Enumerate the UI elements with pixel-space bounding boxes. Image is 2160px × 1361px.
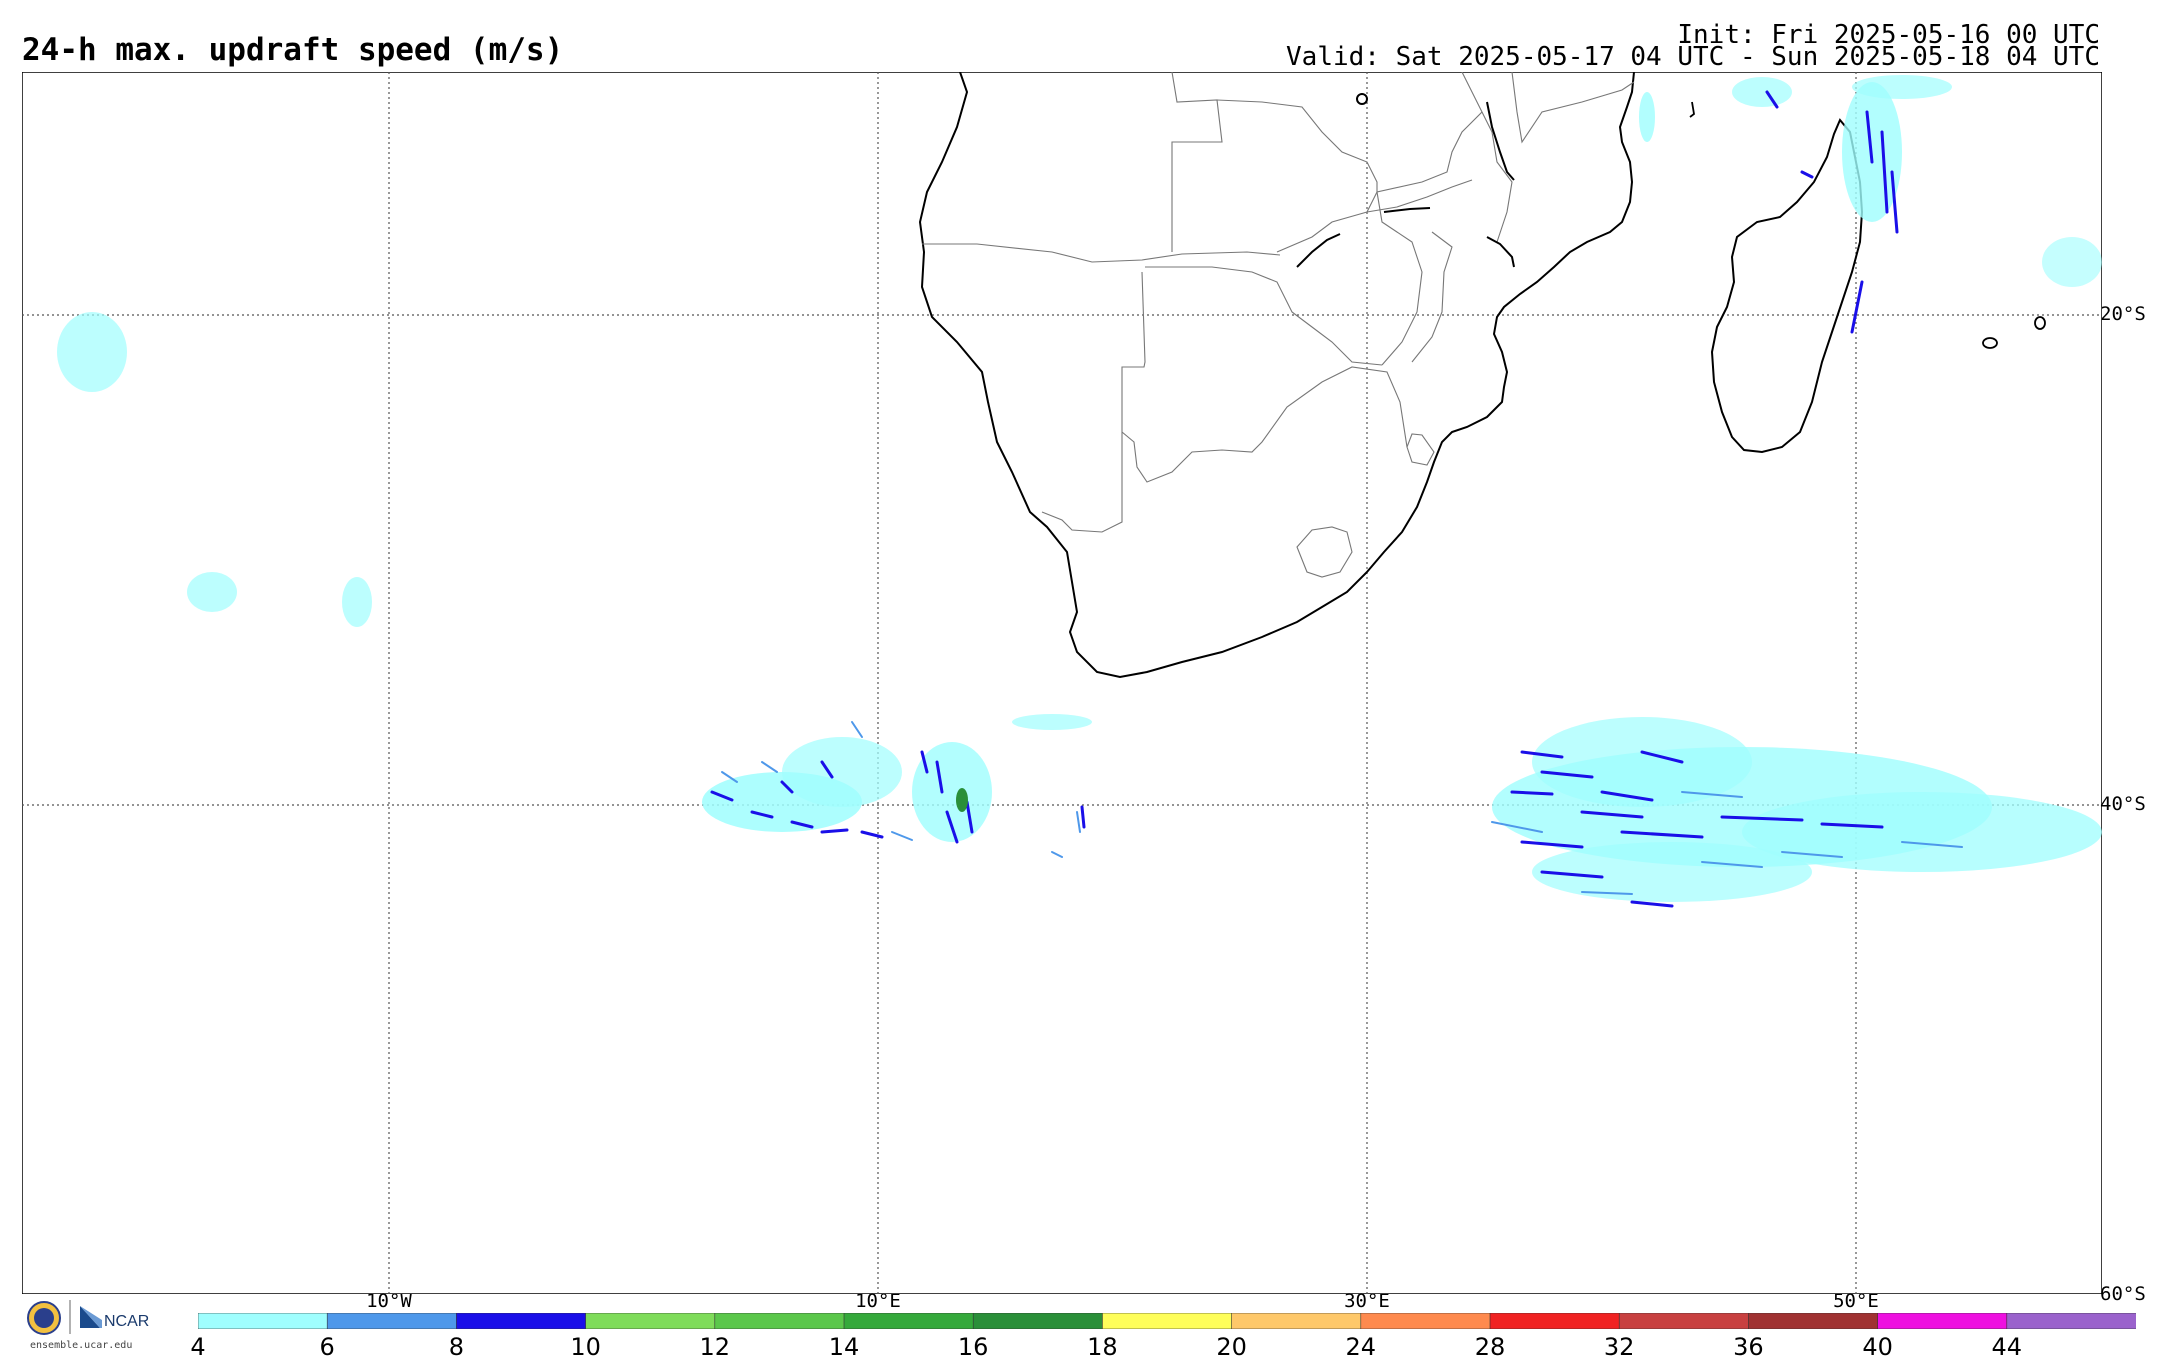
colorbar-tick-label: 10 xyxy=(570,1333,601,1361)
madagascar-coastline xyxy=(1710,118,1864,454)
colorbar xyxy=(198,1313,2136,1329)
lat-label-60s: 60°S xyxy=(2100,1283,2146,1305)
colorbar-swatch xyxy=(1102,1313,1233,1329)
colorbar-tick-label: 20 xyxy=(1216,1333,1247,1361)
colorbar-swatch xyxy=(1877,1313,2008,1329)
ncar-logo-text: NCAR xyxy=(104,1313,149,1330)
colorbar-tick-label: 6 xyxy=(319,1333,335,1361)
colorbar-swatch xyxy=(326,1313,458,1329)
colorbar-swatch xyxy=(2006,1313,2136,1329)
ensemble-url: ensemble.ucar.edu xyxy=(30,1340,133,1351)
colorbar-tick-label: 12 xyxy=(699,1333,731,1361)
colorbar-tick-label: 32 xyxy=(1603,1333,1635,1361)
colorbar-tick-label: 16 xyxy=(957,1333,989,1361)
colorbar-swatch xyxy=(1618,1313,1750,1329)
colorbar-swatch xyxy=(714,1313,845,1329)
colorbar-swatch xyxy=(843,1313,974,1329)
colorbar-tick-label: 24 xyxy=(1345,1333,1377,1361)
graticule xyxy=(22,72,2102,1294)
colorbar-tick-label: 4 xyxy=(190,1333,206,1361)
lon-label-50e: 50°E xyxy=(1833,1290,1879,1312)
colorbar-tick-label: 36 xyxy=(1733,1333,1764,1361)
lakes xyxy=(1296,93,1515,268)
init-time: Init: Fri 2025-05-16 00 UTC xyxy=(1677,20,2100,50)
updraft-field-scattered xyxy=(57,312,1092,730)
valid-time: Valid: Sat 2025-05-17 04 UTC - Sun 2025-… xyxy=(1286,42,2100,72)
map-title: 24-h max. updraft speed (m/s) xyxy=(22,32,564,68)
lat-label-20s: 20°S xyxy=(2100,303,2146,325)
colorbar-swatch xyxy=(585,1313,716,1329)
colorbar-swatch xyxy=(972,1313,1104,1329)
updraft-field-east xyxy=(1491,717,2102,908)
africa-coastline xyxy=(918,72,1635,679)
colorbar-tick-label: 8 xyxy=(448,1333,465,1361)
forecast-map xyxy=(22,72,2102,1294)
lon-label-10e: 10°E xyxy=(855,1290,901,1312)
colorbar-swatch xyxy=(456,1313,587,1329)
lon-label-30e: 30°E xyxy=(1344,1290,1390,1312)
colorbar-swatch xyxy=(1360,1313,1491,1329)
colorbar-tick-label: 40 xyxy=(1862,1333,1893,1361)
colorbar-tick-label: 18 xyxy=(1087,1333,1118,1361)
map-frame xyxy=(22,72,2102,1294)
colorbar-tick-label: 28 xyxy=(1474,1333,1506,1361)
updraft-field-madagascar xyxy=(1639,75,2102,334)
lat-label-40s: 40°S xyxy=(2100,793,2146,815)
ncar-logo: NCAR xyxy=(27,1300,149,1335)
small-islands xyxy=(1689,101,2046,349)
colorbar-swatch xyxy=(198,1313,328,1329)
colorbar-tick-label: 14 xyxy=(828,1333,860,1361)
colorbar-swatch xyxy=(1748,1313,1879,1329)
colorbar-swatch xyxy=(1231,1313,1362,1329)
country-borders xyxy=(922,72,1635,578)
lon-label-10w: 10°W xyxy=(366,1290,412,1312)
updraft-field-west xyxy=(702,721,1086,858)
colorbar-swatch xyxy=(1489,1313,1620,1329)
colorbar-tick-label: 44 xyxy=(1991,1333,2023,1361)
